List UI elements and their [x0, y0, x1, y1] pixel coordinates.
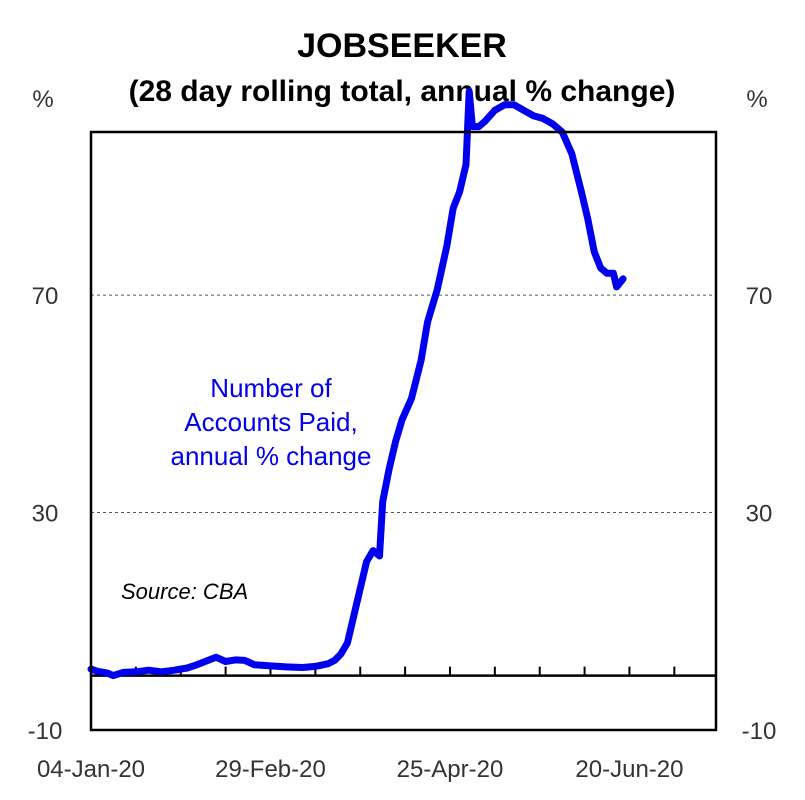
plot-frame	[89, 130, 718, 732]
chart-title: JOBSEEKER	[297, 27, 507, 65]
y-tick-right: 30	[746, 501, 773, 528]
gridlines	[91, 294, 716, 514]
annotation-line-2: Accounts Paid,	[184, 407, 357, 437]
x-tick-labels: 04-Jan-20 29-Feb-20 25-Apr-20 20-Jun-20	[37, 756, 684, 783]
chart-subtitle: (28 day rolling total, annual % change)	[129, 75, 676, 108]
y-tick-left: 70	[32, 283, 59, 310]
series-line-accounts-paid	[87, 87, 627, 680]
annotation-line-1: Number of	[210, 373, 332, 403]
y-tick-labels: -10 -10 30 30 70 70	[28, 283, 777, 745]
x-tick-label: 20-Jun-20	[575, 756, 683, 783]
source-note: Source: CBA	[121, 579, 248, 604]
x-tick-label: 04-Jan-20	[37, 756, 145, 783]
y-tick-right: -10	[742, 718, 777, 745]
left-axis-unit: %	[32, 86, 53, 113]
y-tick-left: 30	[32, 501, 59, 528]
annotation-line-3: annual % change	[171, 441, 372, 471]
x-tick-label: 29-Feb-20	[215, 756, 326, 783]
y-tick-left: -10	[28, 718, 63, 745]
y-tick-right: 70	[746, 283, 773, 310]
x-tick-label: 25-Apr-20	[397, 756, 504, 783]
right-axis-unit: %	[746, 86, 767, 113]
